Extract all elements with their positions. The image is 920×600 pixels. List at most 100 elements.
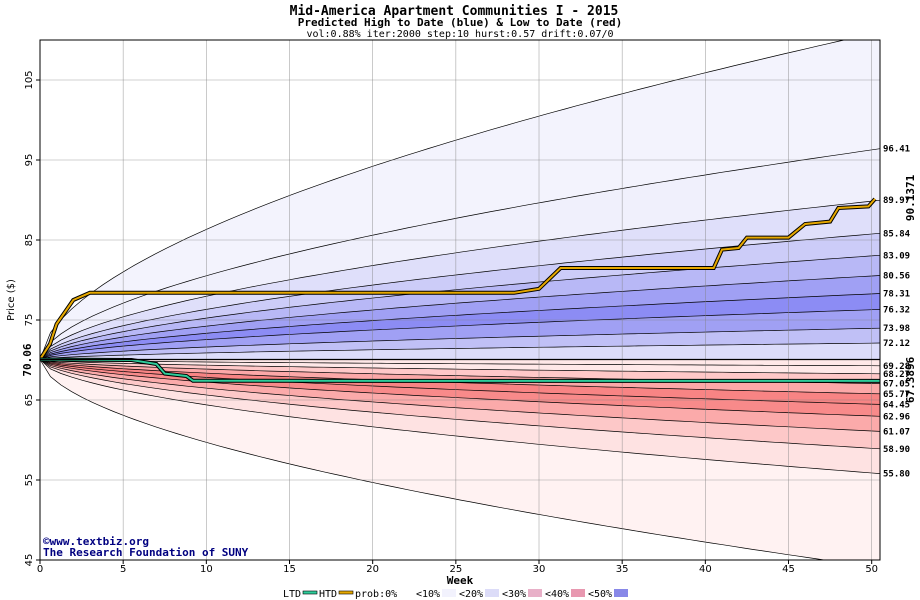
y-tick-label: 105 — [24, 70, 35, 89]
x-tick-label: 45 — [782, 564, 795, 575]
ltd-final-label: 67.3896 — [904, 356, 917, 403]
right-band-label: 83.09 — [883, 251, 910, 261]
x-tick-label: 50 — [865, 564, 878, 575]
legend-htd-label: HTD — [319, 589, 337, 600]
band-lower — [40, 359, 880, 449]
x-tick-label: 40 — [699, 564, 712, 575]
x-axis-label: Week — [447, 574, 474, 587]
band-lower — [40, 359, 880, 394]
right-band-label: 89.97 — [883, 196, 910, 206]
right-band-labels: 96.41 89.97 85.84 83.09 80.56 78.31 76.32 73.98… — [883, 145, 911, 480]
right-band-label: 58.90 — [883, 445, 910, 455]
band-boundary — [40, 148, 880, 360]
y-tick-label: 85 — [24, 234, 35, 247]
y-tick-label: 55 — [24, 474, 35, 487]
band-lower — [40, 359, 880, 384]
band-boundary — [40, 359, 880, 450]
legend-prob-label: <40% — [545, 589, 569, 600]
right-band-label: 96.41 — [883, 145, 910, 155]
series-lines — [40, 197, 880, 383]
band-boundary — [40, 342, 880, 360]
band-boundary — [40, 293, 880, 360]
legend: LTD HTD prob:0% <10% <20% <30% <40% <50% — [283, 589, 628, 600]
right-band-label: 78.31 — [883, 290, 910, 300]
band-upper — [40, 148, 880, 360]
band-upper — [40, 275, 880, 360]
x-tick-label: 25 — [449, 564, 462, 575]
legend-prob-label: <10% — [416, 589, 440, 600]
plot-frame — [39, 39, 881, 561]
band-boundary — [40, 359, 880, 432]
x-tick-label: 10 — [200, 564, 213, 575]
band-upper — [40, 293, 880, 360]
y-tick-label: 65 — [24, 394, 35, 407]
legend-prob-swatch — [571, 589, 585, 597]
watermark-copyright: ©www.textbiz.org — [43, 535, 149, 548]
watermark-org: The Research Foundation of SUNY — [43, 546, 249, 559]
right-band-label: 62.96 — [883, 412, 910, 422]
right-band-label: 69.28 — [883, 362, 910, 372]
x-tick-label: 20 — [366, 564, 379, 575]
x-tick-label: 15 — [283, 564, 296, 575]
legend-prob-swatch — [485, 589, 499, 597]
chart-params: vol:0.88% iter:2000 step:10 hurst:0.57 d… — [306, 29, 613, 40]
probability-bands — [40, 40, 880, 560]
band-lower — [40, 359, 880, 417]
band-lower — [40, 359, 880, 432]
right-band-label: 68.27 — [883, 370, 910, 380]
legend-prob-label: <20% — [459, 589, 483, 600]
band-lower — [40, 359, 880, 374]
grid-lines — [39, 40, 880, 561]
band-lower-outer — [40, 359, 880, 560]
legend-ltd-swatch — [302, 590, 318, 595]
right-band-label: 67.05 — [883, 380, 910, 390]
x-tick-label: 0 — [37, 564, 43, 575]
band-boundary — [40, 275, 880, 360]
band-upper — [40, 255, 880, 360]
x-axis-ticks: 0 5 10 15 20 25 30 35 40 45 50 — [37, 560, 878, 575]
legend-prob-label: <30% — [502, 589, 526, 600]
right-band-label: 85.84 — [883, 229, 911, 239]
band-boundary — [40, 359, 880, 474]
x-tick-label: 35 — [616, 564, 629, 575]
band-boundary — [40, 359, 880, 367]
band-boundary — [40, 359, 880, 417]
x-tick-label: 30 — [533, 564, 546, 575]
band-boundary — [40, 359, 880, 375]
right-band-label: 61.07 — [883, 427, 910, 437]
band-boundary — [40, 309, 880, 360]
band-lower — [40, 359, 880, 405]
band-boundary — [40, 40, 847, 360]
htd-final-label: 90.1371 — [904, 174, 917, 221]
legend-prob-swatch — [399, 589, 413, 597]
band-boundary — [40, 359, 827, 560]
legend-prob-swatch — [528, 589, 542, 597]
band-upper — [40, 233, 880, 360]
band-upper — [40, 309, 880, 360]
right-band-label: 80.56 — [883, 272, 910, 282]
legend-prob-swatch — [442, 589, 456, 597]
band-lower — [40, 359, 880, 474]
htd-line — [40, 198, 876, 361]
right-band-label: 73.98 — [883, 324, 910, 334]
y-tick-label: 95 — [24, 154, 35, 167]
y-tick-label: 45 — [24, 554, 35, 567]
right-band-label: 65.77 — [883, 390, 910, 400]
band-boundary — [40, 254, 880, 360]
legend-prob-label: <50% — [588, 589, 612, 600]
legend-prob-swatch — [614, 589, 628, 597]
legend-prob-label: prob:0% — [355, 589, 397, 600]
chart-title: Mid-America Apartment Communities I - 20… — [290, 4, 619, 19]
band-boundary — [40, 327, 880, 360]
legend-htd-swatch — [338, 590, 354, 595]
band-boundary — [40, 199, 880, 360]
legend-ltd-label: LTD — [283, 589, 301, 600]
x-tick-label: 5 — [120, 564, 126, 575]
y-axis-ticks: 45 55 65 75 85 95 105 — [24, 70, 40, 566]
right-band-label: 64.45 — [883, 400, 910, 410]
right-band-label: 76.32 — [883, 305, 910, 315]
band-upper-outer — [40, 40, 880, 360]
y-tick-label: 75 — [24, 314, 35, 327]
chart-subtitle: Predicted High to Date (blue) & Low to D… — [298, 16, 623, 29]
